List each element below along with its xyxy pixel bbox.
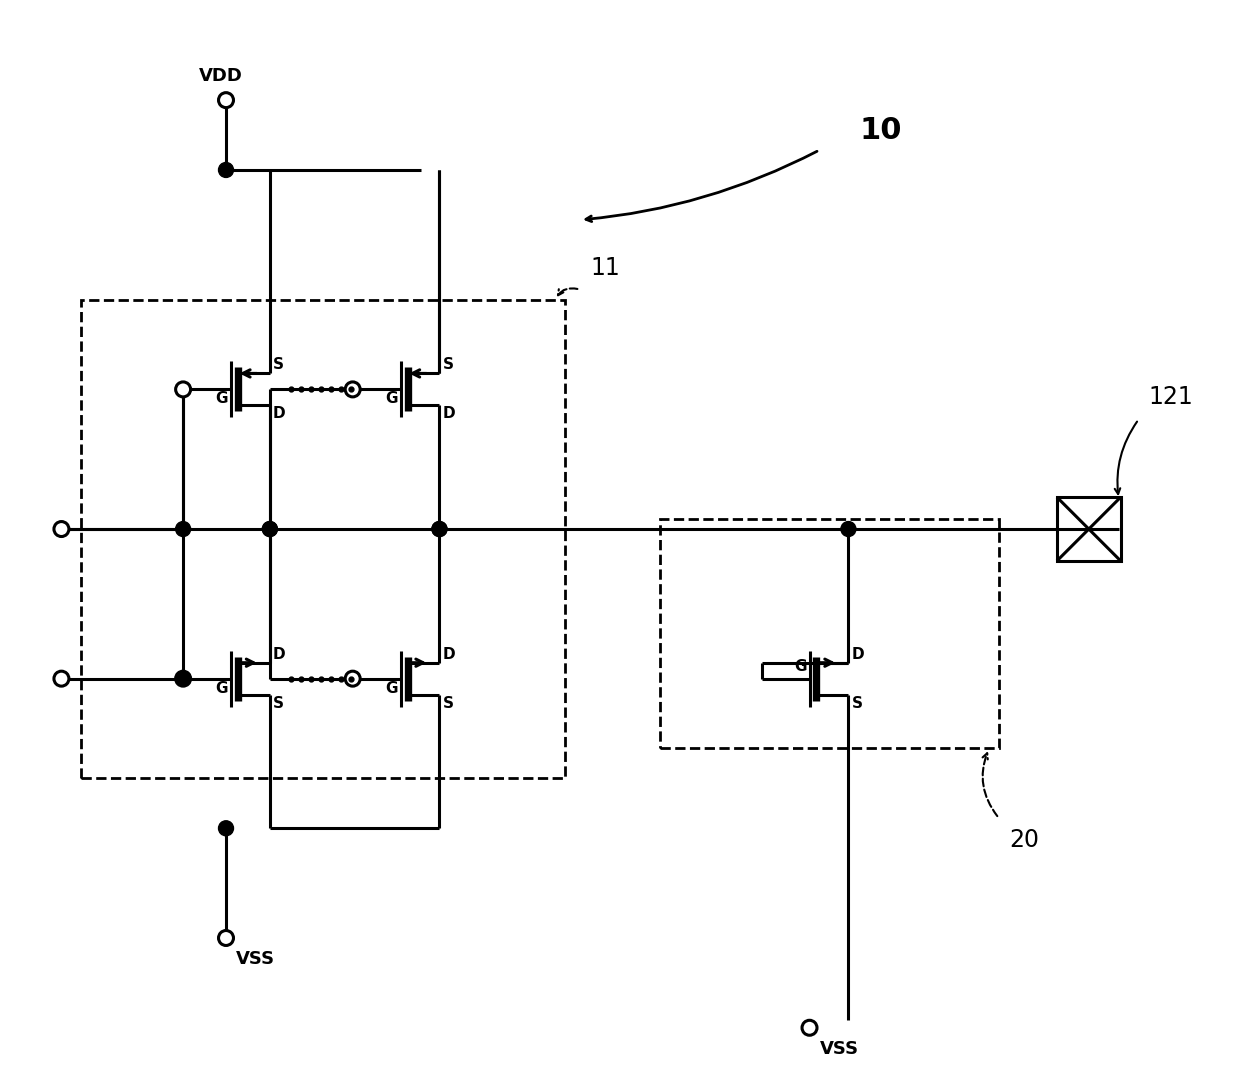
Circle shape [218, 821, 233, 835]
Bar [660, 519, 999, 748]
Circle shape [263, 522, 278, 537]
Circle shape [176, 382, 191, 396]
Text: S: S [852, 696, 862, 711]
Text: D: D [852, 647, 864, 662]
Circle shape [802, 1020, 817, 1036]
Circle shape [55, 522, 69, 537]
Text: G: G [386, 681, 398, 696]
Bar [1056, 497, 1121, 561]
Circle shape [55, 671, 69, 686]
Text: G: G [794, 659, 806, 674]
Circle shape [432, 522, 446, 537]
Text: 11: 11 [590, 256, 620, 280]
Text: S: S [443, 357, 454, 372]
Text: G: G [216, 391, 228, 406]
Text: G: G [216, 681, 228, 696]
Text: 20: 20 [1009, 829, 1039, 853]
Circle shape [176, 671, 191, 686]
Circle shape [841, 522, 856, 537]
Circle shape [345, 382, 360, 396]
Circle shape [218, 930, 233, 945]
Text: 121: 121 [1148, 386, 1193, 409]
Circle shape [432, 522, 446, 537]
Text: D: D [273, 647, 285, 662]
Text: S: S [273, 696, 284, 711]
Text: D: D [443, 647, 455, 662]
Text: D: D [443, 406, 455, 421]
Text: VSS: VSS [820, 1040, 858, 1057]
Bar [82, 299, 565, 779]
Circle shape [176, 671, 191, 686]
Text: VDD: VDD [200, 68, 243, 85]
Circle shape [176, 522, 191, 537]
Text: 10: 10 [859, 115, 901, 145]
Text: G: G [386, 391, 398, 406]
Circle shape [218, 162, 233, 178]
Text: S: S [273, 357, 284, 372]
Text: VSS: VSS [236, 950, 275, 968]
Circle shape [218, 93, 233, 108]
Circle shape [345, 671, 360, 686]
Text: D: D [273, 406, 285, 421]
Circle shape [263, 522, 278, 537]
Text: S: S [443, 696, 454, 711]
